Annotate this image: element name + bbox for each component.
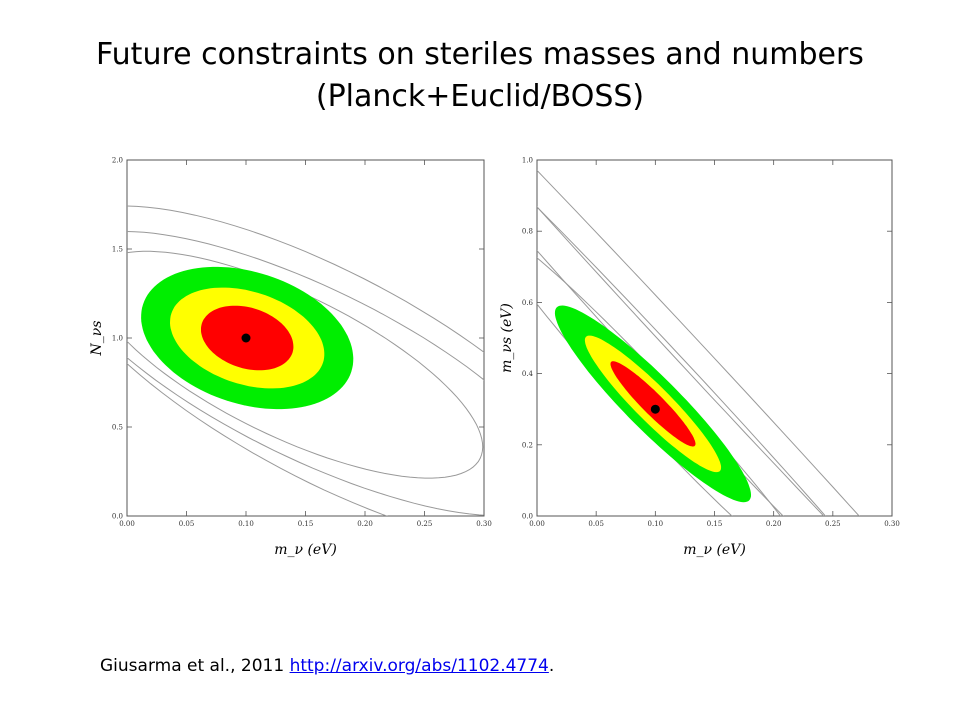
citation-link[interactable]: http://arxiv.org/abs/1102.4774	[289, 656, 549, 676]
y-tick-label: 2.0	[112, 157, 123, 165]
right-plot: 0.00 0.05 0.10 0.15 0.20 0.25 0.30 0.0 0.2 0.4 0.6…	[499, 157, 900, 559]
y-tick-label: 0.0	[522, 513, 533, 521]
x-tick-label: 0.25	[417, 520, 433, 528]
x-tick-label: 0.25	[825, 520, 841, 528]
y-tick-label: 0.6	[522, 299, 534, 307]
contour-line-1	[127, 250, 484, 479]
fiducial-point	[241, 333, 251, 343]
confidence-region-1	[610, 361, 696, 447]
x-tick-label: 0.15	[707, 520, 723, 528]
y-tick-label: 0.8	[522, 228, 533, 236]
citation-text: Giusarma et al., 2011	[100, 656, 290, 676]
x-axis-label: m_ν (eV)	[274, 542, 337, 558]
contour-line-2	[537, 206, 827, 516]
y-tick-label: 0.2	[522, 441, 533, 449]
x-tick-label: 0.00	[529, 520, 545, 528]
x-tick-label: 0.30	[476, 520, 492, 528]
x-tick-label: 0.20	[766, 520, 782, 528]
y-tick-label: 1.0	[112, 335, 123, 343]
y-axis-label: m_νs (eV)	[499, 303, 515, 373]
y-axis-label: N_νs	[89, 321, 105, 357]
x-tick-label: 0.00	[119, 520, 135, 528]
fiducial-point	[650, 404, 660, 414]
x-tick-label: 0.15	[298, 520, 314, 528]
y-tick-label: 0.5	[112, 424, 123, 432]
x-tick-label: 0.05	[588, 520, 604, 528]
citation-suffix: .	[548, 656, 555, 676]
x-tick-label: 0.05	[179, 520, 195, 528]
x-tick-label: 0.10	[238, 520, 254, 528]
slide-title: Future constraints on steriles masses an…	[0, 34, 960, 118]
x-tick-label: 0.20	[357, 520, 373, 528]
y-tick-label: 1.0	[522, 157, 533, 165]
y-tick-label: 1.5	[112, 246, 123, 254]
x-tick-label: 0.10	[648, 520, 664, 528]
contour-line-1	[537, 257, 782, 516]
x-tick-label: 0.30	[884, 520, 900, 528]
left-plot: 0.00 0.05 0.10 0.15 0.20 0.25 0.30 0.0 0.5 1.0 1.5…	[89, 157, 492, 559]
y-tick-label: 0.0	[112, 513, 123, 521]
title-line-2: (Planck+Euclid/BOSS)	[315, 79, 645, 114]
citation: Giusarma et al., 2011 http://arxiv.org/a…	[100, 656, 554, 676]
title-line-1: Future constraints on steriles masses an…	[96, 37, 864, 72]
contour-line-2	[127, 230, 484, 516]
y-tick-label: 0.4	[522, 370, 534, 378]
x-axis-label: m_ν (eV)	[683, 542, 746, 558]
